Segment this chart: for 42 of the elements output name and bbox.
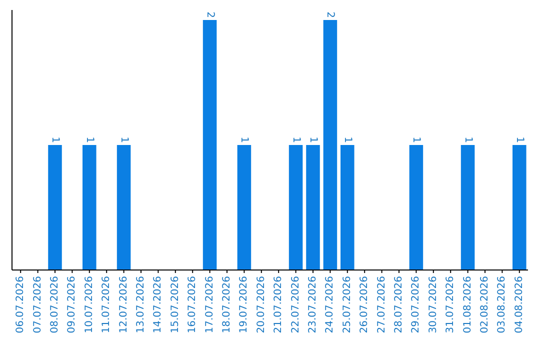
x-tick-label: 31.07.2026 (445, 276, 456, 334)
data-label: 1 (410, 136, 422, 143)
data-label: 1 (462, 136, 474, 143)
x-tick-label: 19.07.2026 (238, 276, 250, 334)
x-tick-label: 13.07.2026 (136, 276, 146, 334)
x-tick-label: 06.07.2026 (15, 276, 26, 334)
x-tick-label: 04.08.2026 (514, 276, 525, 334)
data-label: 1 (514, 136, 525, 143)
x-tick-label: 18.07.2026 (222, 276, 232, 334)
x-tick-label: 14.07.2026 (152, 276, 164, 334)
x-tick-label: 02.08.2026 (480, 276, 490, 334)
x-tick-label: 22.07.2026 (290, 276, 302, 334)
x-tick-label: 21.07.2026 (273, 276, 284, 334)
data-label: 1 (308, 136, 318, 143)
x-tick-label: 10.07.2026 (84, 276, 95, 334)
x-tick-label: 25.07.2026 (342, 276, 353, 334)
data-label: 2 (204, 12, 216, 18)
data-label: 2 (324, 12, 336, 18)
x-tick-label: 11.07.2026 (101, 276, 112, 334)
x-tick-label: 09.07.2026 (66, 276, 78, 334)
x-tick-label: 15.07.2026 (170, 276, 181, 334)
x-tick-label: 08.07.2026 (50, 276, 60, 334)
x-tick-label: 16.07.2026 (187, 276, 198, 334)
x-tick-label: 07.07.2026 (32, 276, 44, 334)
data-label: 1 (50, 136, 60, 143)
x-tick-label: 24.07.2026 (324, 276, 336, 334)
x-tick-label: 17.07.2026 (204, 276, 216, 334)
data-label: 1 (84, 136, 95, 143)
x-tick-label: 12.07.2026 (118, 276, 130, 334)
x-tick-label: 01.08.2026 (462, 276, 474, 334)
x-tick-label: 03.08.2026 (496, 276, 508, 334)
data-label: 1 (238, 136, 250, 143)
x-tick-label: 27.07.2026 (376, 276, 388, 334)
x-tick-label: 26.07.2026 (359, 276, 370, 334)
x-tick-label: 23.07.2026 (308, 276, 318, 334)
data-label: 1 (342, 136, 353, 143)
x-tick-label: 29.07.2026 (410, 276, 422, 334)
x-tick-label: 20.07.2026 (256, 276, 267, 334)
x-tick-label: 28.07.2026 (394, 276, 404, 334)
data-label: 1 (290, 136, 302, 143)
x-tick-label: 30.07.2026 (428, 276, 439, 334)
data-label: 1 (118, 136, 130, 143)
